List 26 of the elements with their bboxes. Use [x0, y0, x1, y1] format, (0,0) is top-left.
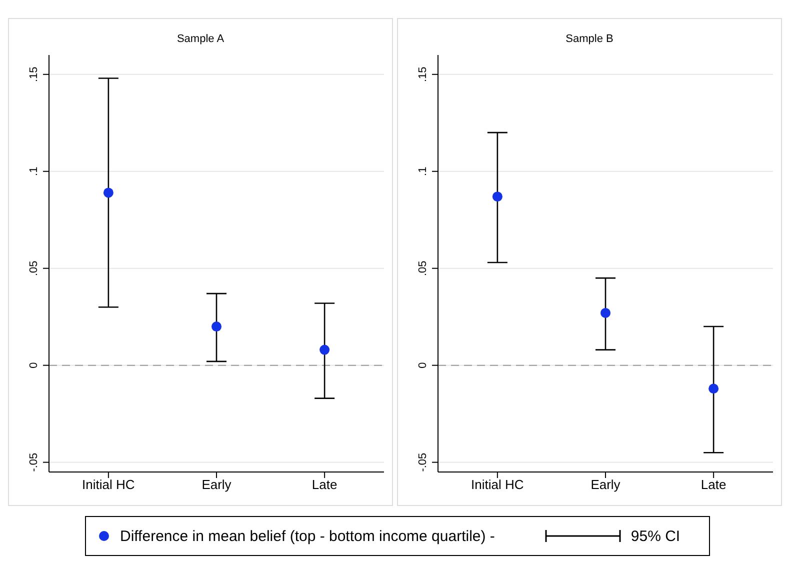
x-tick-label: Initial HC: [471, 477, 524, 492]
point: [492, 192, 502, 202]
x-tick-label: Initial HC: [82, 477, 135, 492]
y-tick-label: .05: [417, 260, 429, 276]
point: [212, 322, 222, 332]
y-tick-label: 0: [417, 362, 429, 368]
x-tick-label: Late: [312, 477, 338, 492]
x-tick-label: Early: [590, 477, 621, 492]
legend-label: Difference in mean belief (top - bottom income quartile) -: [120, 528, 495, 544]
y-tick-label: .1: [28, 166, 40, 176]
y-tick-label: -.05: [28, 452, 40, 472]
point: [103, 188, 114, 198]
y-tick-label: -.05: [417, 452, 429, 472]
y-tick-label: .05: [28, 260, 40, 276]
y-tick-label: .15: [417, 66, 429, 82]
y-tick-label: .1: [417, 166, 429, 176]
chart-title: Sample B: [564, 33, 614, 47]
point: [708, 384, 719, 394]
point: [320, 344, 330, 355]
text: 95% CI: [630, 528, 680, 544]
y-tick-label: 0: [28, 362, 40, 368]
y-tick-label: .15: [28, 66, 40, 82]
x-tick-label: Early: [202, 477, 232, 492]
point: [600, 308, 610, 318]
x-tick-label: Late: [700, 477, 726, 492]
chart-title: Sample A: [176, 33, 226, 47]
